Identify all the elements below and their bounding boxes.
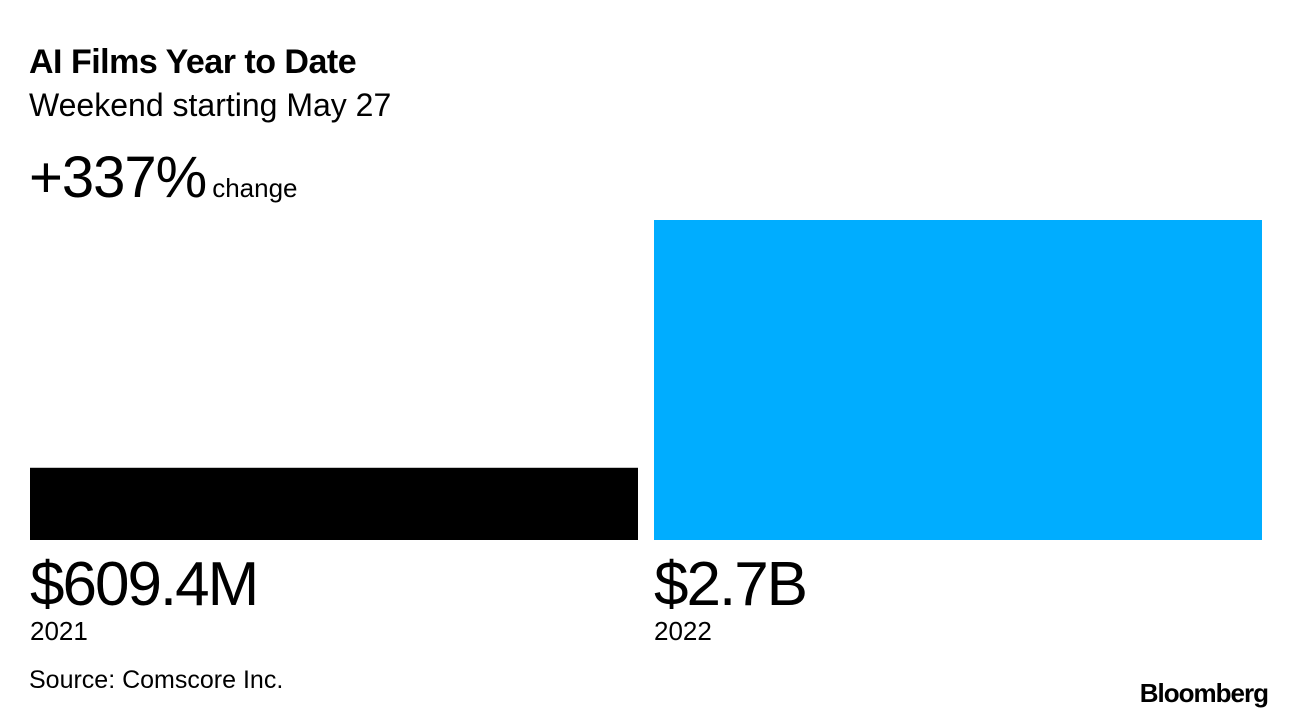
bar-2022 <box>654 220 1262 540</box>
source-note: Source: Comscore Inc. <box>29 666 284 694</box>
bar-value-label-2021: $609.4M <box>30 550 259 619</box>
bar-2021 <box>30 467 638 540</box>
change-label: change <box>212 173 298 203</box>
change-summary: +337% change <box>29 148 298 223</box>
bar-category-label-2022: 2022 <box>654 616 712 646</box>
chart-subtitle: Weekend starting May 27 <box>29 87 392 123</box>
change-value: +337% <box>29 145 207 210</box>
bar-category-label-2021: 2021 <box>30 616 88 646</box>
bloomberg-logo: Bloomberg <box>1139 678 1269 708</box>
chart-title: AI Films Year to Date <box>29 43 357 81</box>
bar-chart <box>30 220 1262 540</box>
bar-value-label-2022: $2.7B <box>654 550 808 619</box>
